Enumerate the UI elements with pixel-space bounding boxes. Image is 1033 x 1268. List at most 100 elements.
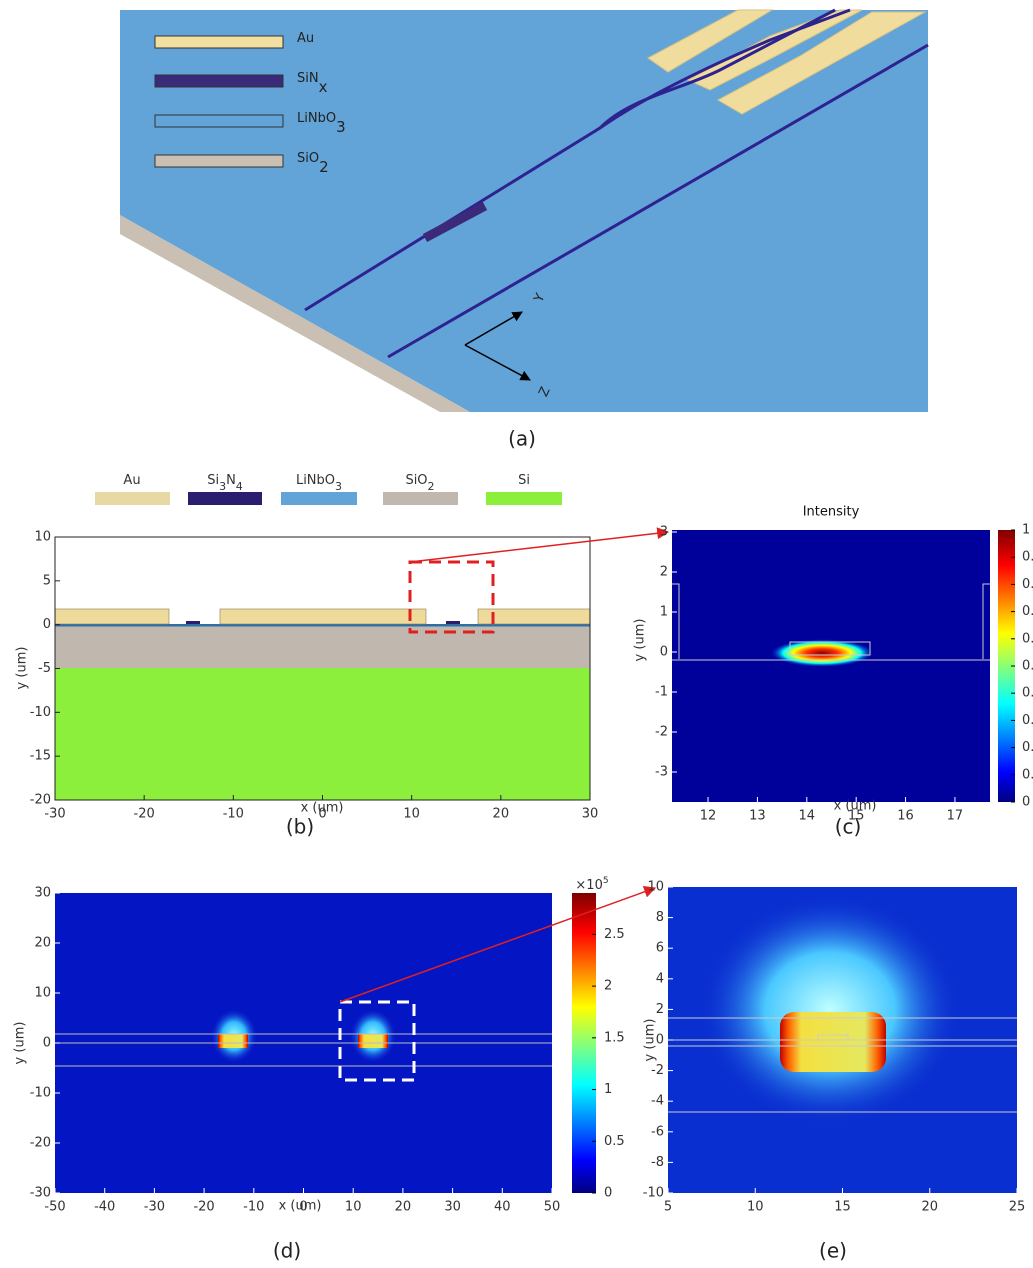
colorbar-tick-label: 0.2 — [1022, 740, 1033, 755]
colorbar-tick-label: 0 — [604, 1186, 612, 1201]
colorbar-multiplier-part: 5 — [603, 876, 609, 886]
colorbar-tick-label: 0.8 — [1022, 577, 1033, 592]
colorbar-tick-label: 0.7 — [1022, 604, 1033, 619]
y-axis-label: y (um) — [633, 619, 648, 662]
y-tick-label: -15 — [30, 749, 51, 764]
x-tick-label: 25 — [1009, 1200, 1026, 1215]
y-tick-label: -10 — [30, 705, 51, 720]
panel-caption: (e) — [819, 1239, 847, 1263]
colorbar-tick-label: 1 — [1022, 523, 1030, 538]
y-axis-label: y (um) — [15, 647, 30, 690]
colorbar-tick-label: 2.5 — [604, 927, 625, 942]
legend-label-part: 3 — [336, 118, 346, 136]
y-tick-label: 2 — [656, 1002, 664, 1017]
x-tick-label: -20 — [134, 807, 155, 822]
legend-label: Au — [123, 473, 140, 488]
intensity-map — [672, 530, 1015, 802]
legend-label-part: 3 — [335, 480, 342, 493]
y-tick-label: -20 — [30, 793, 51, 808]
y-tick-label: -6 — [651, 1124, 664, 1139]
legend-label-part: LiNbO — [296, 473, 335, 488]
y-tick-label: -2 — [655, 725, 668, 740]
colorbar-tick-label: 0.5 — [1022, 659, 1033, 674]
x-tick-label: 20 — [493, 807, 510, 822]
x-tick-label: 10 — [403, 807, 420, 822]
y-tick-label: -5 — [38, 661, 51, 676]
legend-label: LiNbO3 — [296, 473, 342, 493]
y-tick-label: -20 — [30, 1136, 51, 1151]
x-tick-label: 17 — [947, 809, 964, 824]
colorbar-tick-label: 0.5 — [604, 1134, 625, 1149]
panel-title: Intensity — [803, 505, 860, 520]
colorbar-tick-label: 0.6 — [1022, 631, 1033, 646]
x-axis-label: x (um) — [301, 801, 344, 816]
x-tick-label: 20 — [395, 1200, 412, 1215]
x-tick-label: 10 — [747, 1200, 764, 1215]
legend-label: SiO2 — [405, 473, 434, 493]
x-tick-label: 14 — [799, 809, 816, 824]
zoom-field-map — [668, 887, 1017, 1193]
x-tick-label: -50 — [44, 1200, 65, 1215]
y-tick-label: 0 — [43, 617, 51, 632]
y-tick-label: -1 — [655, 685, 668, 700]
colorbar-tick-label: 2 — [604, 979, 612, 994]
colorbar-tick-label: 0 — [1022, 795, 1030, 810]
x-tick-label: 30 — [582, 807, 599, 822]
y-tick-label: 4 — [656, 971, 664, 986]
colorbar-tick-label: 0.3 — [1022, 713, 1033, 728]
y-tick-label: -2 — [651, 1063, 664, 1078]
x-tick-label: 20 — [921, 1200, 938, 1215]
y-tick-label: 2 — [660, 565, 668, 580]
colorbar-multiplier-part: ×10 — [575, 878, 602, 893]
legend-label-part: Si — [518, 473, 530, 488]
page: AuSiNxLiNbO3SiO2YZAuSi3N4LiNbO3SiO2Si-30… — [0, 0, 1033, 1268]
y-tick-label: -8 — [651, 1155, 664, 1170]
colorbar-tick-label: 1.5 — [604, 1030, 625, 1045]
legend-label: Si3N4 — [207, 473, 243, 493]
x-axis-label: x (um) — [279, 1199, 322, 1214]
y-tick-label: -10 — [643, 1186, 664, 1201]
x-tick-label: -10 — [243, 1200, 264, 1215]
colorbar-tick-label: 0.9 — [1022, 550, 1033, 565]
y-tick-label: 5 — [43, 573, 51, 588]
y-tick-label: 30 — [34, 886, 51, 901]
y-tick-label: 1 — [660, 605, 668, 620]
legend-label-part: x — [319, 78, 328, 96]
x-tick-label: 5 — [664, 1200, 672, 1215]
legend-label: Au — [297, 31, 314, 46]
x-tick-label: 40 — [494, 1200, 511, 1215]
legend-label-part: LiNbO — [297, 111, 336, 126]
x-tick-label: -10 — [223, 807, 244, 822]
y-axis-label: y (um) — [13, 1022, 28, 1065]
legend-label-part: SiO — [405, 473, 427, 488]
x-tick-label: 10 — [345, 1200, 362, 1215]
x-tick-label: 16 — [897, 809, 914, 824]
panel-caption: (d) — [273, 1239, 301, 1263]
colorbar-tick-label: 1 — [604, 1082, 612, 1097]
legend-label-part: N — [226, 473, 236, 488]
y-tick-label: 10 — [34, 986, 51, 1001]
x-tick-label: -20 — [193, 1200, 214, 1215]
panel-caption: (b) — [286, 815, 314, 839]
y-tick-label: 0 — [660, 645, 668, 660]
colorbar-tick-label: 0.1 — [1022, 767, 1033, 782]
panel-caption: (a) — [508, 427, 536, 451]
x-tick-label: -40 — [94, 1200, 115, 1215]
x-tick-label: 13 — [749, 809, 766, 824]
legend-label-part: 3 — [219, 480, 226, 493]
x-tick-label: 30 — [444, 1200, 461, 1215]
y-tick-label: 20 — [34, 936, 51, 951]
legend-label-part: SiO — [297, 151, 319, 166]
colorbar-tick-label: 0.4 — [1022, 686, 1033, 701]
y-tick-label: 8 — [656, 910, 664, 925]
legend-label-part: SiN — [297, 71, 319, 86]
device-illustration — [120, 10, 928, 412]
cross-section — [55, 492, 590, 800]
legend-label-part: 2 — [319, 158, 329, 176]
legend-label-part: Au — [123, 473, 140, 488]
x-axis-label: x (um) — [834, 799, 877, 814]
legend-label-part: 4 — [236, 480, 243, 493]
y-tick-label: -4 — [651, 1094, 664, 1109]
y-tick-label: 6 — [656, 941, 664, 956]
figure: AuSiNxLiNbO3SiO2YZAuSi3N4LiNbO3SiO2Si-30… — [0, 0, 1033, 1268]
